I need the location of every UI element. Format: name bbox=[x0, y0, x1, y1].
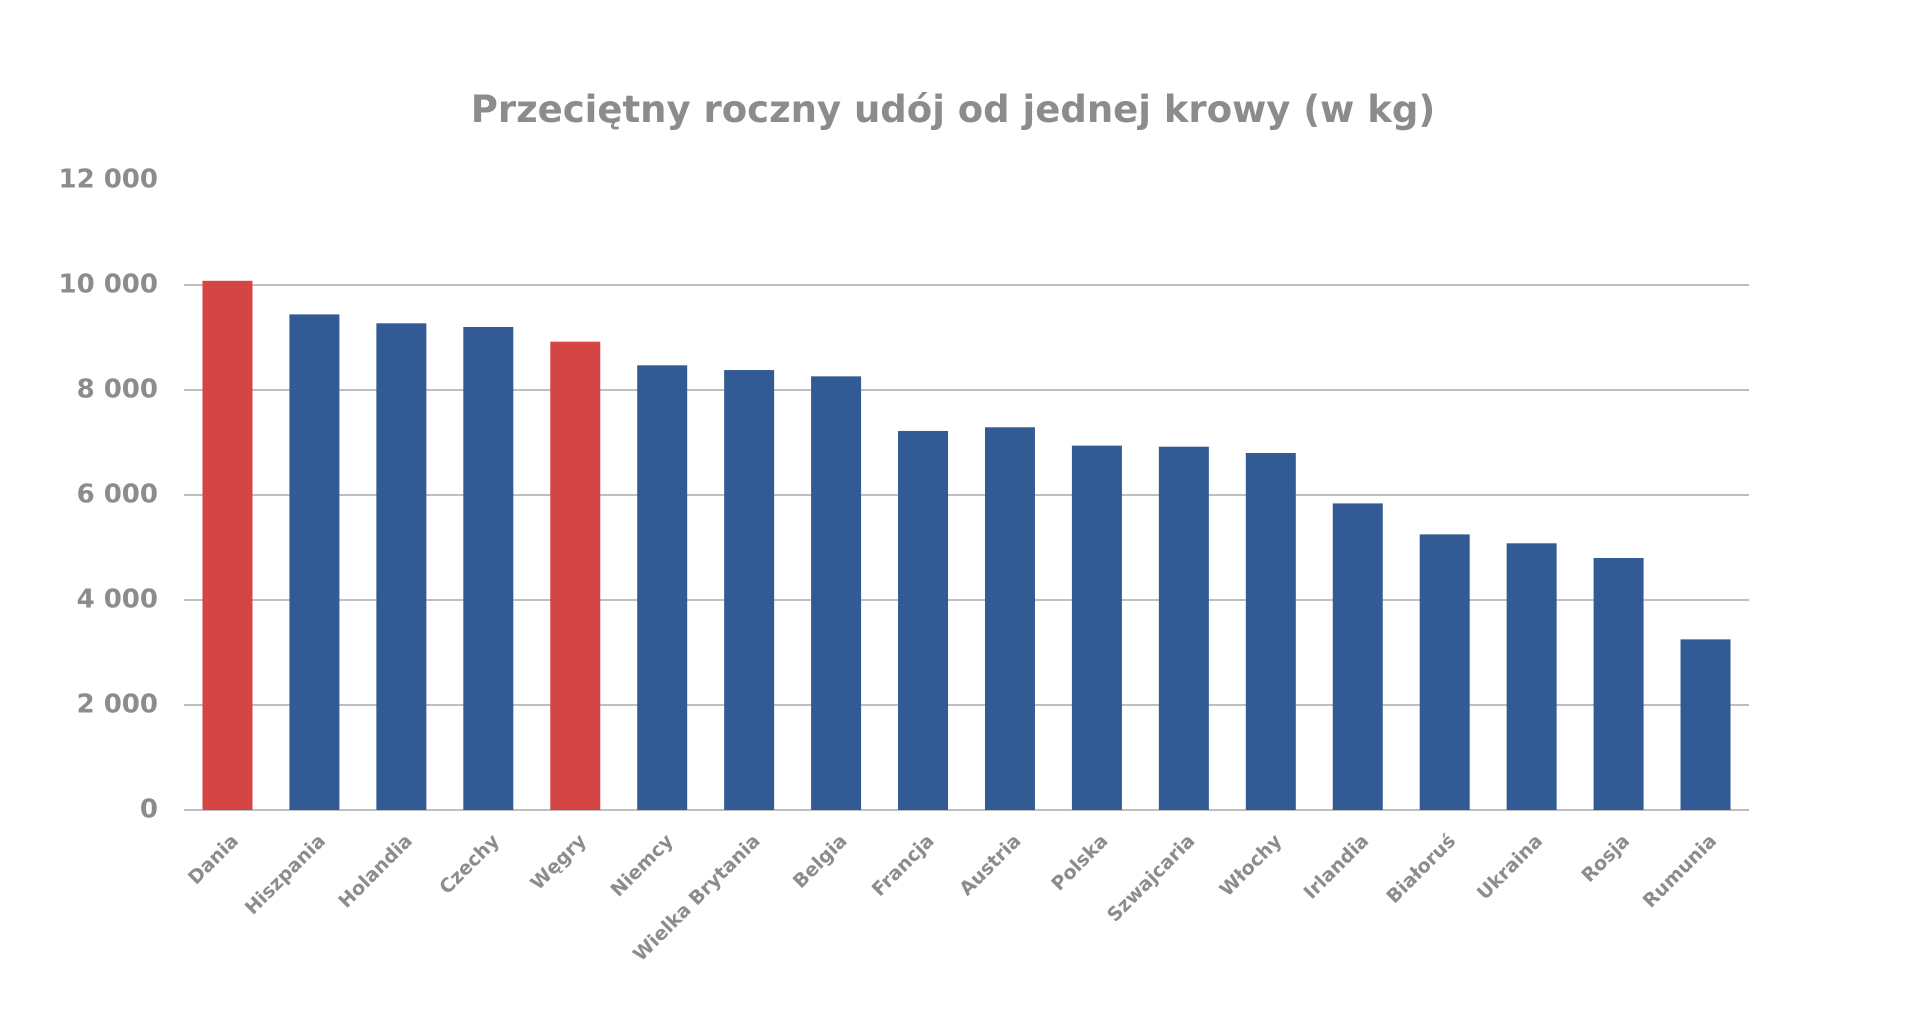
x-tick-label: Belgia bbox=[789, 830, 852, 893]
chart-title: Przeciętny roczny udój od jednej krowy (… bbox=[471, 88, 1436, 131]
x-tick-label: Włochy bbox=[1215, 830, 1286, 901]
y-tick-label: 2 000 bbox=[77, 690, 158, 720]
bar bbox=[984, 427, 1035, 810]
y-tick-label: 10 000 bbox=[58, 270, 158, 300]
bar bbox=[550, 341, 601, 810]
bar bbox=[1071, 445, 1122, 810]
x-tick-label: Holandia bbox=[334, 830, 417, 913]
bar bbox=[1593, 558, 1644, 810]
x-tick-label: Czechy bbox=[435, 830, 504, 899]
y-tick-label: 0 bbox=[140, 795, 158, 825]
bar bbox=[1158, 446, 1209, 810]
y-tick-label: 12 000 bbox=[58, 165, 158, 195]
x-tick-label: Hiszpania bbox=[241, 830, 330, 919]
x-tick-label: Szwajcaria bbox=[1103, 830, 1199, 926]
y-tick-label: 4 000 bbox=[77, 585, 158, 615]
bar bbox=[1419, 534, 1470, 810]
y-tick-label: 6 000 bbox=[77, 480, 158, 510]
bar bbox=[1245, 453, 1296, 810]
x-tick-label: Węgry bbox=[526, 830, 591, 895]
x-tick-label: Polska bbox=[1047, 830, 1112, 895]
bar bbox=[376, 323, 427, 810]
bar bbox=[1332, 503, 1383, 810]
y-tick-label: 8 000 bbox=[77, 375, 158, 405]
x-tick-label: Austria bbox=[955, 830, 1025, 900]
x-tick-label: Francja bbox=[868, 830, 939, 901]
bar bbox=[811, 376, 862, 810]
x-tick-label: Rosja bbox=[1577, 830, 1634, 887]
x-tick-label: Ukraina bbox=[1473, 830, 1547, 904]
x-tick-label: Irlandia bbox=[1300, 830, 1374, 904]
bar bbox=[637, 365, 688, 810]
bar bbox=[463, 327, 514, 810]
bar bbox=[1506, 543, 1557, 810]
x-tick-label: Białoruś bbox=[1382, 830, 1460, 908]
bar bbox=[289, 314, 340, 810]
x-tick-label: Dania bbox=[184, 830, 243, 889]
x-tick-label: Niemcy bbox=[606, 830, 678, 902]
bar bbox=[1680, 639, 1731, 810]
bar bbox=[898, 430, 949, 810]
bar bbox=[724, 370, 775, 810]
bar bbox=[202, 280, 253, 810]
x-tick-label: Rumunia bbox=[1639, 830, 1721, 912]
